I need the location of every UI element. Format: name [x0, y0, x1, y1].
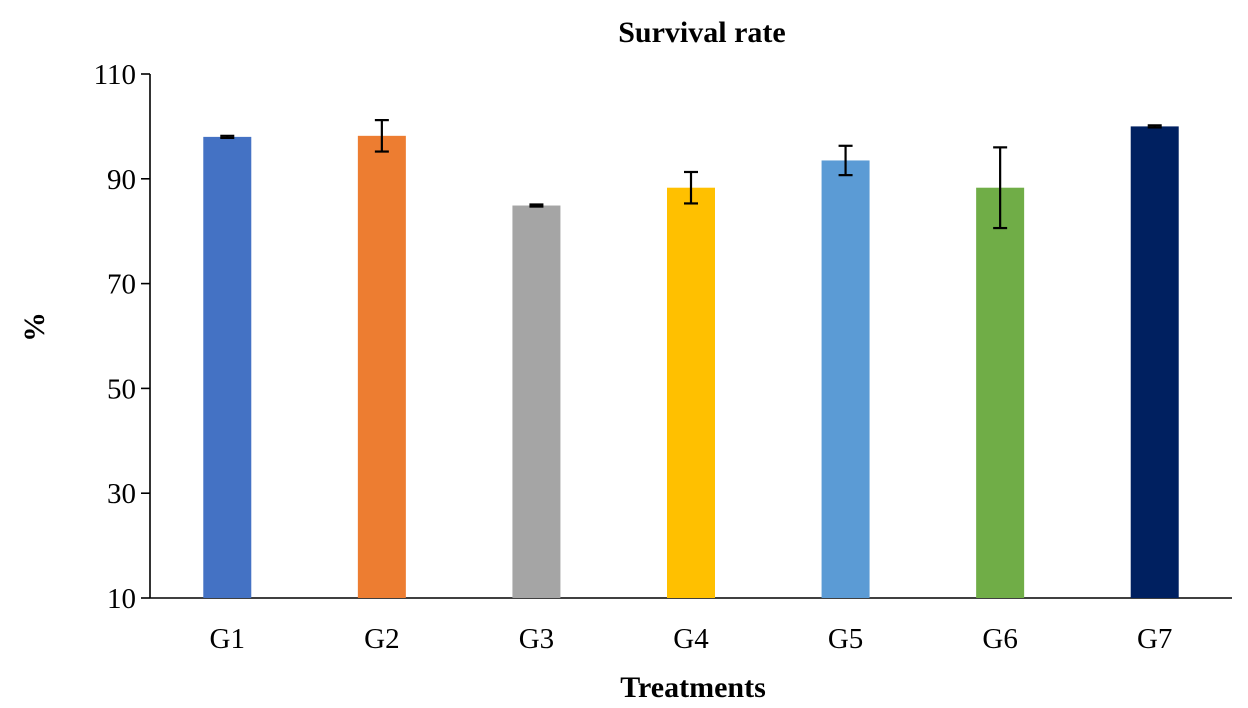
error-bar-g2 — [374, 119, 389, 153]
error-bar-g5 — [838, 144, 853, 177]
y-tick-label: 30 — [107, 478, 136, 510]
x-axis-title: Treatments — [620, 671, 766, 704]
x-tick-label: G5 — [828, 623, 863, 655]
bar-series — [203, 119, 1179, 599]
error-bar-g7 — [1147, 124, 1162, 129]
y-axis-ticks: 10 30 50 70 90 110 — [94, 59, 150, 615]
error-bar-g1 — [220, 134, 235, 140]
y-tick-label: 110 — [94, 59, 136, 91]
bar-g7 — [1130, 126, 1179, 599]
bar-g1 — [203, 136, 252, 598]
y-tick-label: 50 — [107, 373, 136, 405]
x-axis-tick-labels: G1 G2 G3 G4 G5 G6 G7 — [210, 623, 1173, 655]
bar-g6 — [976, 187, 1025, 598]
bar-g2 — [357, 135, 406, 598]
error-bar-g4 — [684, 170, 698, 205]
bar-g4 — [667, 187, 715, 598]
x-tick-label: G7 — [1137, 623, 1172, 655]
x-tick-label: G3 — [519, 623, 554, 655]
y-tick-label: 70 — [107, 269, 136, 301]
x-tick-label: G6 — [982, 623, 1017, 655]
bar-g5 — [821, 160, 870, 598]
x-tick-label: G1 — [210, 623, 245, 655]
error-bar-g6 — [993, 146, 1008, 230]
bar-g3 — [512, 205, 561, 599]
x-tick-label: G4 — [673, 623, 709, 655]
y-axis-title: % — [18, 312, 51, 342]
y-tick-label: 10 — [107, 583, 136, 615]
x-tick-label: G2 — [364, 623, 399, 655]
y-tick-label: 90 — [107, 164, 136, 196]
chart-title: Survival rate — [618, 16, 785, 49]
error-bar-g3 — [529, 203, 544, 208]
